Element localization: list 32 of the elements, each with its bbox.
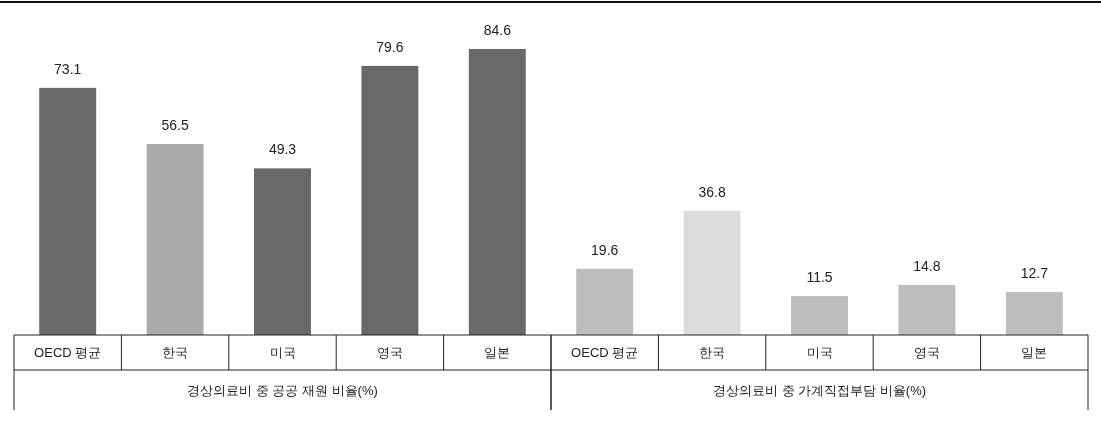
bar [254,168,311,335]
data-label: 11.5 [806,269,833,286]
x-axis-title: 경상의료비 중 가계직접부담 비율(%) [712,383,927,398]
bar [791,296,848,335]
data-label: 73.1 [54,60,82,77]
data-label: 12.7 [1020,265,1049,282]
x-tick-label: 한국 [699,345,726,360]
bar [1005,292,1063,335]
data-label: 14.8 [913,257,941,274]
x-tick-label: 일본 [484,345,511,360]
bar [576,268,634,335]
data-label: 84.6 [483,22,512,38]
bar [39,87,97,335]
data-label: 19.6 [591,241,619,258]
bar [683,210,741,335]
data-label: 49.3 [268,141,297,158]
x-tick-label: 영국 [376,345,403,360]
x-tick-label: 한국 [162,345,189,360]
data-label: 56.5 [161,117,189,133]
data-label: 79.6 [376,38,404,55]
x-tick-label: 미국 [806,345,833,360]
x-axis-title: 경상의료비 중 공공 재원 비율(%) [187,383,378,398]
data-label: 36.8 [698,183,726,200]
x-tick-label: OECD 평균 [34,345,102,360]
bar [361,65,419,335]
x-tick-label: OECD 평균 [571,345,639,360]
x-tick-label: 미국 [269,345,296,360]
bar [468,49,526,335]
x-tick-label: 일본 [1021,345,1048,360]
bar [898,284,956,335]
bar [146,144,204,335]
x-tick-label: 영국 [913,345,940,360]
